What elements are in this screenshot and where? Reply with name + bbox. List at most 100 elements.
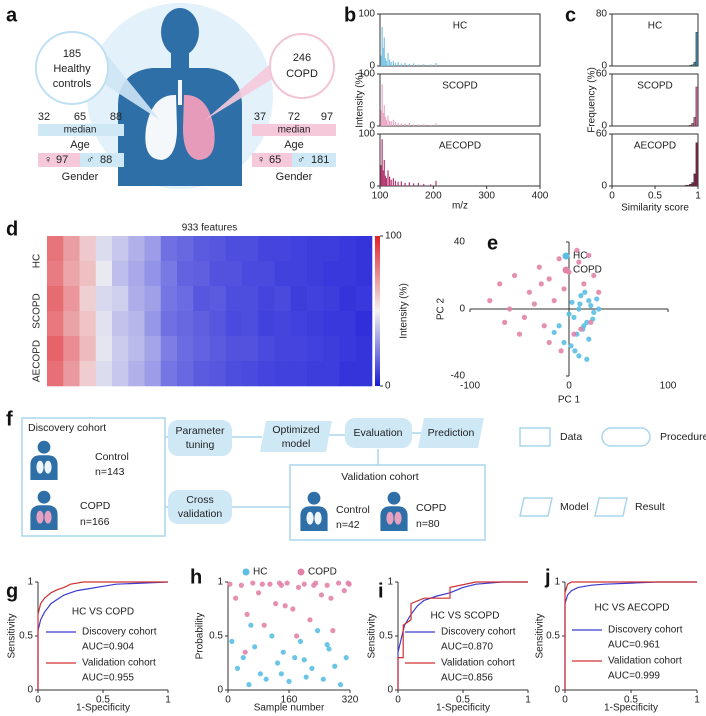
panel-label: j: [544, 566, 551, 588]
heatmap-cell: [339, 336, 357, 362]
heatmap-cell: [225, 336, 243, 362]
legend-label: Model: [560, 501, 589, 513]
point: [233, 595, 239, 601]
x-tick-label: 0: [395, 695, 401, 706]
point: [328, 595, 334, 601]
point: [556, 256, 562, 262]
point: [240, 655, 246, 661]
heatmap-cell: [177, 311, 194, 337]
heatmap-cell: [63, 261, 80, 287]
point: [497, 281, 503, 287]
point: [571, 314, 577, 320]
bar: [687, 184, 690, 187]
heatmap-cell: [177, 336, 194, 362]
y-tick-label: 100: [358, 129, 375, 140]
heatmap-cell: [339, 311, 357, 337]
point: [290, 606, 296, 612]
y-axis-label: Sensitivity: [7, 613, 18, 658]
age-label: Age: [70, 139, 90, 151]
point: [588, 303, 594, 309]
y-tick-label: 60: [596, 69, 608, 80]
heatmap-cell: [323, 286, 340, 312]
colorbar-tick-label: 0: [385, 381, 391, 392]
legend-data: [519, 427, 551, 447]
y-axis-label: Probability: [195, 613, 206, 660]
heatmap-cell: [355, 311, 373, 337]
gender-label: Gender: [62, 171, 99, 183]
neck: [171, 50, 189, 70]
legend-label: COPD: [573, 265, 602, 276]
heatmap-cell: [355, 286, 373, 312]
heatmap-cell: [355, 361, 373, 387]
heatmap-cell: [128, 336, 145, 362]
discovery-box: [21, 417, 166, 537]
x-tick-label: 0: [35, 695, 41, 706]
point: [516, 331, 523, 337]
female-bar: [38, 153, 80, 167]
heatmap-cell: [242, 311, 259, 337]
y-tick-label: 80: [596, 9, 608, 20]
y-axis-label: Sensitivity: [535, 613, 546, 658]
heatmap-cell: [63, 336, 80, 362]
point: [538, 281, 544, 287]
heatmap-cell: [242, 261, 259, 287]
panel-label: h: [190, 566, 202, 588]
point: [511, 272, 518, 279]
x-tick-label: 320: [342, 695, 359, 706]
person-icon: [300, 491, 328, 531]
point: [280, 649, 286, 655]
heatmap-cell: [209, 361, 227, 387]
point: [507, 306, 513, 312]
group-n: n=42: [336, 519, 360, 531]
result-box: [418, 418, 484, 448]
heatmap-cell: [258, 361, 275, 387]
age-max: 88: [110, 111, 122, 123]
step-label: tuning: [186, 439, 215, 451]
legend-procedure: [601, 427, 651, 447]
point: [244, 611, 250, 618]
point: [576, 259, 582, 265]
legend-label: Discovery cohort: [441, 627, 516, 638]
annotation: AUC=0.961: [608, 640, 660, 651]
heatmap-cell: [355, 236, 373, 262]
heatmap-cell: [95, 261, 113, 287]
age-median: 72: [288, 111, 300, 123]
point: [576, 353, 582, 359]
torso: [118, 68, 242, 186]
male-count: 181: [311, 154, 329, 166]
point: [255, 590, 262, 596]
heatmap-cell: [47, 311, 64, 337]
panel-label: b: [344, 4, 356, 26]
heatmap-cell: [177, 361, 194, 387]
point: [326, 646, 332, 652]
legend-result: [594, 497, 628, 517]
x-axis-label: 1-Specificity: [76, 703, 130, 714]
heatmap-cell: [144, 311, 162, 337]
heatmap-cell: [307, 236, 324, 262]
roc-curve: [37, 581, 168, 690]
x-axis-label: m/z: [452, 201, 468, 212]
heatmap-cell: [63, 286, 80, 312]
point: [337, 682, 344, 688]
annotation: AUC=0.999: [608, 671, 660, 682]
group-label: COPD: [80, 500, 111, 512]
step-label: Evaluation: [353, 427, 402, 439]
y-tick-label: 0.5: [379, 631, 393, 642]
female-bar: [252, 153, 292, 167]
point: [314, 628, 321, 634]
age-min: 32: [38, 111, 50, 123]
y-tick-label: 100: [358, 9, 375, 20]
heatmap-cell: [307, 336, 324, 362]
point: [282, 603, 288, 609]
heatmap-cell: [95, 286, 113, 312]
age-bar: [38, 124, 124, 136]
point: [324, 582, 330, 588]
model-box: [260, 421, 332, 452]
heatmap-cell: [63, 361, 80, 387]
bar: [689, 65, 692, 67]
heatmap-cell: [242, 236, 259, 262]
point: [248, 622, 254, 628]
step-label: Prediction: [428, 427, 475, 439]
person-icon: [30, 490, 58, 530]
